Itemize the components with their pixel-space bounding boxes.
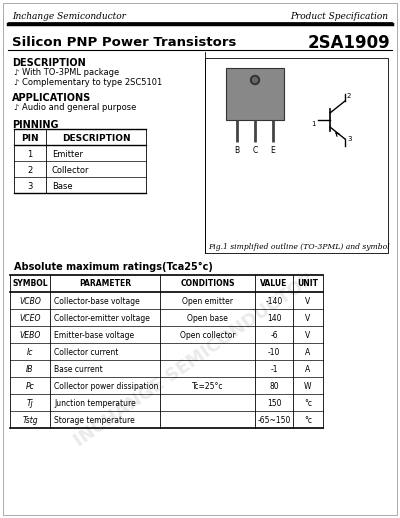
- Text: DESCRIPTION: DESCRIPTION: [62, 134, 130, 143]
- Text: 2SA1909: 2SA1909: [307, 34, 390, 52]
- Text: VALUE: VALUE: [260, 279, 288, 288]
- Text: Pc: Pc: [26, 382, 34, 391]
- Text: 150: 150: [267, 399, 281, 408]
- Text: PINNING: PINNING: [12, 120, 58, 130]
- Text: DESCRIPTION: DESCRIPTION: [12, 58, 86, 68]
- Text: INCHANGE SEMICONDUCTOR: INCHANGE SEMICONDUCTOR: [71, 269, 319, 450]
- Text: W: W: [304, 382, 312, 391]
- Text: °c: °c: [304, 399, 312, 408]
- Text: ♪ With TO-3PML package: ♪ With TO-3PML package: [14, 68, 119, 77]
- Text: 2: 2: [27, 166, 33, 175]
- Text: Storage temperature: Storage temperature: [54, 416, 135, 425]
- Text: CONDITIONS: CONDITIONS: [180, 279, 235, 288]
- Text: Collector power dissipation: Collector power dissipation: [54, 382, 158, 391]
- Text: 3: 3: [347, 136, 352, 142]
- Text: V: V: [305, 297, 311, 306]
- Text: C: C: [252, 146, 258, 155]
- Text: E: E: [271, 146, 275, 155]
- Text: Collector: Collector: [52, 166, 90, 175]
- Text: Open base: Open base: [187, 314, 228, 323]
- Text: Absolute maximum ratings(Tca25°c): Absolute maximum ratings(Tca25°c): [14, 262, 213, 272]
- Bar: [205, 58, 388, 253]
- Text: Collector-base voltage: Collector-base voltage: [54, 297, 140, 306]
- Text: PIN: PIN: [21, 134, 39, 143]
- Text: A: A: [305, 348, 311, 357]
- Text: Tj: Tj: [27, 399, 33, 408]
- Text: Open emitter: Open emitter: [182, 297, 233, 306]
- Text: VCEO: VCEO: [19, 314, 41, 323]
- Text: -65~150: -65~150: [257, 416, 291, 425]
- Circle shape: [252, 78, 258, 82]
- Text: B: B: [234, 146, 240, 155]
- Text: Silicon PNP Power Transistors: Silicon PNP Power Transistors: [12, 36, 236, 49]
- Text: UNIT: UNIT: [298, 279, 318, 288]
- Text: APPLICATIONS: APPLICATIONS: [12, 93, 91, 103]
- Text: VEBO: VEBO: [19, 331, 41, 340]
- Text: Collector-emitter voltage: Collector-emitter voltage: [54, 314, 150, 323]
- Text: Collector current: Collector current: [54, 348, 118, 357]
- Text: -6: -6: [270, 331, 278, 340]
- Text: Junction temperature: Junction temperature: [54, 399, 136, 408]
- Text: Ic: Ic: [27, 348, 33, 357]
- Text: 2: 2: [347, 93, 351, 99]
- Text: V: V: [305, 331, 311, 340]
- Text: 3: 3: [27, 182, 33, 191]
- Text: 80: 80: [269, 382, 279, 391]
- Text: V: V: [305, 314, 311, 323]
- Text: Open collector: Open collector: [180, 331, 235, 340]
- Text: ♪ Complementary to type 2SC5101: ♪ Complementary to type 2SC5101: [14, 78, 162, 87]
- Text: 1: 1: [312, 121, 316, 127]
- Text: 1: 1: [27, 150, 33, 159]
- Text: Emitter-base voltage: Emitter-base voltage: [54, 331, 134, 340]
- Text: -1: -1: [270, 365, 278, 374]
- Text: -10: -10: [268, 348, 280, 357]
- Text: SYMBOL: SYMBOL: [12, 279, 48, 288]
- Text: VCBO: VCBO: [19, 297, 41, 306]
- Circle shape: [250, 76, 260, 84]
- Text: Base: Base: [52, 182, 73, 191]
- Text: PARAMETER: PARAMETER: [79, 279, 131, 288]
- Text: Emitter: Emitter: [52, 150, 83, 159]
- Text: 140: 140: [267, 314, 281, 323]
- Text: Product Specification: Product Specification: [290, 12, 388, 21]
- Text: ♪ Audio and general purpose: ♪ Audio and general purpose: [14, 103, 136, 112]
- Text: °c: °c: [304, 416, 312, 425]
- Text: Fig.1 simplified outline (TO-3PML) and symbol: Fig.1 simplified outline (TO-3PML) and s…: [208, 243, 390, 251]
- Text: Inchange Semiconductor: Inchange Semiconductor: [12, 12, 126, 21]
- Text: A: A: [305, 365, 311, 374]
- Text: Tstg: Tstg: [22, 416, 38, 425]
- Text: IB: IB: [26, 365, 34, 374]
- Text: -140: -140: [265, 297, 283, 306]
- Text: Tc=25°c: Tc=25°c: [192, 382, 223, 391]
- Text: Base current: Base current: [54, 365, 103, 374]
- Bar: [226, 68, 284, 120]
